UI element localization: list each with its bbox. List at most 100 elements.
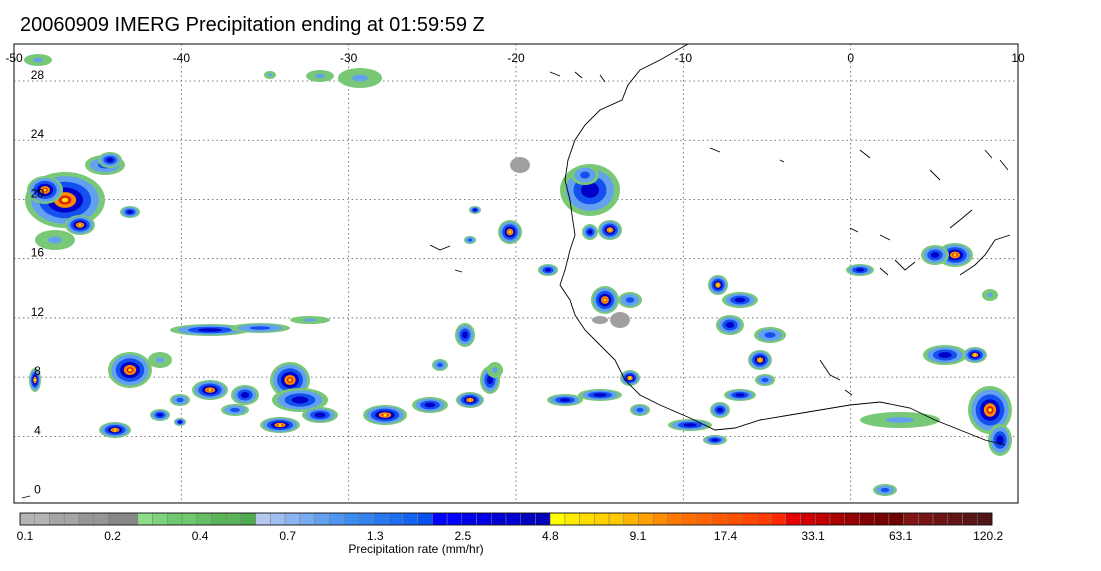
precip-cell [921, 245, 949, 265]
precip-contour-dark_blue [717, 407, 723, 413]
colorbar-swatch [623, 512, 639, 526]
precip-cell [35, 230, 75, 250]
precip-cell [988, 424, 1012, 456]
precip-contour-blue [764, 332, 776, 338]
precip-contour-blue [580, 171, 590, 179]
precip-contour-yellow [468, 398, 472, 402]
precip-cell [24, 54, 52, 66]
lon-tick-label: -40 [173, 51, 191, 65]
longitude-tick-labels: -50 -40 -30 -20 -10 0 10 [5, 51, 1025, 65]
colorbar-tick-label: 0.4 [192, 529, 209, 543]
precip-cell [469, 206, 481, 214]
colorbar-swatch [756, 512, 772, 526]
precip-contour-yellow [953, 253, 957, 257]
precip-contour-yellow [208, 388, 212, 392]
precipitation-cells [24, 54, 1012, 496]
colorbar-swatch [167, 512, 183, 526]
precip-contour-yellow [113, 428, 117, 432]
precip-cell [724, 389, 756, 401]
precip-cell [937, 243, 973, 267]
precip-cell [710, 402, 730, 418]
precip-cell [618, 292, 642, 308]
precip-cell [873, 484, 897, 496]
colorbar-swatch [520, 512, 536, 526]
precip-cell [748, 350, 772, 370]
colorbar-swatch [549, 512, 566, 526]
precip-contour-dark_blue [127, 210, 133, 214]
precip-contour-yellow [628, 376, 632, 380]
precip-cell [708, 275, 728, 295]
colorbar-swatch [240, 512, 256, 526]
precip-cell [363, 405, 407, 425]
precip-contour-dark_blue [996, 435, 1004, 445]
precip-contour-dark_blue [157, 413, 163, 417]
colorbar-label: Precipitation rate (mm/hr) [348, 542, 483, 556]
lon-tick-label: 10 [1011, 51, 1025, 65]
coastline-segment [929, 149, 1009, 181]
precip-contour-light_blue [155, 357, 165, 363]
colorbar-tick-label: 1.3 [367, 529, 384, 543]
precip-cell [571, 165, 599, 185]
colorbar-swatch [34, 512, 50, 526]
precip-contour-blue [636, 407, 644, 413]
colorbar-swatch [211, 512, 227, 526]
colorbar-swatch [417, 512, 433, 526]
lat-tick-label: 4 [34, 423, 41, 437]
colorbar-swatch [255, 512, 271, 526]
precip-cell [412, 397, 448, 413]
precip-contour-dark_blue [735, 393, 745, 397]
colorbar-swatch [594, 512, 610, 526]
colorbar-swatch [137, 512, 153, 526]
lat-tick-label: 16 [31, 246, 45, 260]
precip-cell [547, 394, 583, 406]
precip-cell [272, 388, 328, 412]
precip-contour-dark_blue [473, 208, 477, 212]
precip-cell [150, 409, 170, 421]
precip-contour-dark_blue [314, 412, 326, 418]
colorbar-swatch [476, 512, 492, 526]
colorbar-swatch [535, 512, 551, 526]
precip-cell [716, 315, 744, 335]
precip-cell [498, 220, 522, 244]
precip-contour-dark_blue [938, 352, 952, 358]
colorbar-tick-labels: 0.1 0.2 0.4 0.7 1.3 2.5 4.8 9.1 17.4 33.1 63.1 120.… [17, 529, 1004, 543]
precip-contour-blue [761, 377, 769, 383]
colorbar-swatch [373, 512, 389, 526]
lat-tick-label: 24 [31, 127, 45, 141]
precip-contour-yellow [61, 197, 69, 203]
colorbar-tick-label: 0.1 [17, 529, 34, 543]
colorbar-swatch [653, 512, 669, 526]
precip-cell [306, 70, 334, 82]
precip-contour-gray [592, 316, 608, 324]
lat-tick-label: 0 [34, 483, 41, 497]
colorbar-swatch [387, 512, 404, 526]
colorbar-swatch [741, 512, 757, 526]
coastline-segment [949, 209, 973, 229]
coastline-segment [849, 227, 891, 241]
precip-contour-yellow [988, 408, 992, 412]
colorbar-swatch [947, 512, 963, 526]
precip-contour-gray [610, 312, 630, 328]
precip-contour-yellow [508, 230, 512, 234]
precip-cell [170, 394, 190, 406]
precip-cell [722, 292, 758, 308]
precip-contour-dark_blue [198, 328, 222, 332]
chart-title: 20060909 IMERG Precipitation ending at 0… [20, 14, 485, 36]
coastline-segment [21, 495, 31, 499]
precip-cell [29, 368, 41, 392]
precip-contour-yellow [128, 368, 132, 372]
precip-contour-dark_blue [593, 393, 607, 397]
precip-cell [630, 404, 650, 416]
lon-tick-label: -50 [5, 51, 23, 65]
precip-cell [982, 289, 998, 301]
precip-contour-blue [467, 238, 473, 242]
colorbar-tick-label: 33.1 [801, 529, 825, 543]
colorbar-tick-label: 63.1 [889, 529, 913, 543]
precip-cell [968, 386, 1012, 434]
precip-contour-dark_blue [545, 268, 551, 272]
colorbar-swatch [638, 512, 654, 526]
colorbar-swatch [682, 512, 698, 526]
precip-contour-blue [880, 487, 890, 493]
colorbar-swatch [225, 512, 242, 526]
